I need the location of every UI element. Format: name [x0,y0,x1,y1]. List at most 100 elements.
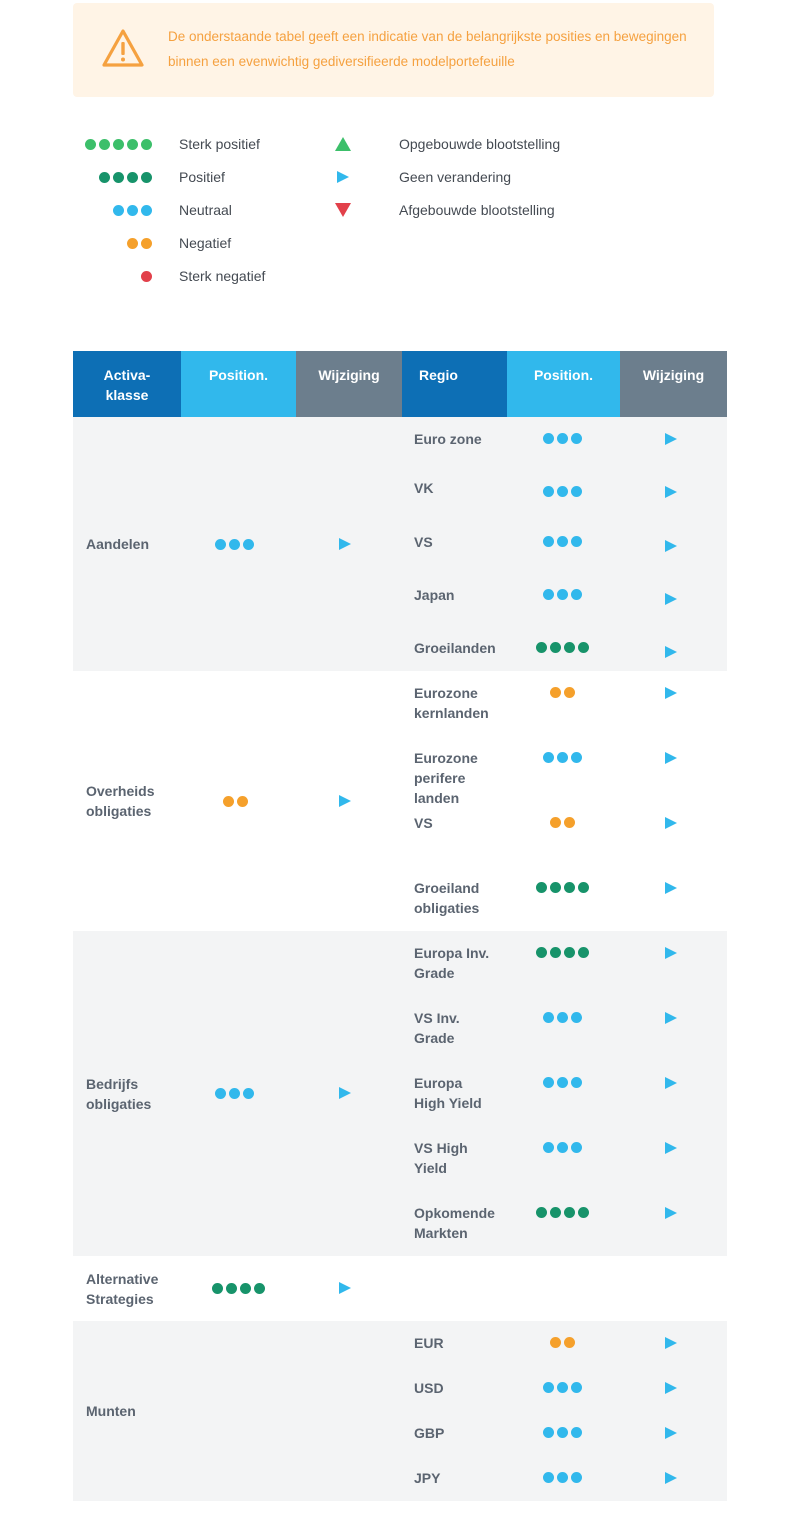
region-rating [543,536,605,547]
rating-dot [550,1207,561,1218]
asset-class-label: Overheids obligaties [86,783,155,819]
rating-dot [229,538,240,550]
region-rating [543,1472,605,1483]
group-band: Bedrijfs obligaties Europa Inv. Grade VS I… [73,931,727,1256]
rating-dot [557,1077,568,1088]
header-position-class: Position. [181,351,296,417]
region-rating [543,486,605,497]
region-label: Eurozone perifere landen [414,750,478,806]
triangle-up-icon [334,134,352,154]
rating-dot [564,882,575,893]
region-label: VS [414,534,433,550]
rating-dot [578,947,589,958]
rating-dot [550,687,561,698]
rating-dot [113,204,124,216]
legend-dots [113,200,152,220]
region-change-icon [665,1142,677,1154]
rating-dot [564,817,575,828]
legend: Sterk positief Positief Neutraal Negatief St… [0,130,800,300]
rating-dot [564,642,575,653]
legend-dots [141,266,152,286]
header-activaklasse: Activa- klasse [73,351,181,417]
rating-dot [557,752,568,763]
region-rating [536,882,598,893]
region-label: Opkomende Markten [414,1205,495,1241]
region-change-icon [665,593,677,605]
rating-dot [571,1012,582,1023]
rating-dot [557,1427,568,1438]
rating-dot [536,642,547,653]
rating-dot [229,1088,240,1099]
rating-dot [127,138,138,150]
rating-dot [557,1142,568,1153]
region-rating [543,1012,605,1023]
region-rating [550,687,612,698]
region-rating [543,752,605,763]
region-change-icon [665,752,677,764]
rating-dot [240,1283,251,1294]
legend-change-label: Geen verandering [399,169,512,185]
group-band: Munten EUR USD GBP JPY [73,1321,727,1501]
asset-class-change-icon [339,1282,351,1294]
region-change-icon [665,1472,677,1484]
region-change-icon [665,433,677,445]
rating-dot [557,1472,568,1483]
asset-class-rating [223,795,248,807]
region-label: VK [414,480,434,496]
region-change-icon [665,947,677,959]
asset-class-change-icon [339,1087,351,1099]
rating-dot [127,204,138,216]
rating-dot [543,1142,554,1153]
rating-dot [557,589,568,600]
rating-dot [578,882,589,893]
rating-dot [141,171,152,183]
region-change-icon [665,486,677,498]
header-regio: Regio [402,351,507,417]
region-change-icon [665,1337,677,1349]
group-band: Alternative Strategies [73,1256,727,1321]
rating-dot [237,795,248,807]
rating-dot [571,1382,582,1393]
rating-dot [536,1207,547,1218]
rating-dot [557,1012,568,1023]
rating-dot [578,1207,589,1218]
rating-dot [557,486,568,497]
region-rating [543,433,605,444]
region-change-icon [665,1207,677,1219]
header-label: Position. [533,367,594,383]
rating-dot [212,1283,223,1294]
asset-class-rating [212,1283,265,1294]
warning-triangle-icon [102,29,144,67]
rating-dot [536,882,547,893]
group-band: Overheids obligaties Eurozone kernlanden E… [73,671,727,931]
rating-dot [564,1337,575,1348]
asset-class-label: Alternative Strategies [86,1270,159,1307]
rating-dot [127,237,138,249]
rating-dot [571,536,582,547]
region-rating [543,1427,605,1438]
rating-dot [99,138,110,150]
region-label: Europa Inv. Grade [414,945,490,981]
rating-dot [543,752,554,763]
rating-dot [113,171,124,183]
rating-dot [564,1207,575,1218]
positions-table: Activa- klasse Position. Wijziging Regio… [73,351,727,1507]
triangle-up-icon-shape [335,137,351,151]
rating-dot [543,1077,554,1088]
rating-dot [557,536,568,547]
asset-class-label: Aandelen [86,536,150,552]
rating-dot [226,1283,237,1294]
rating-dot [543,1472,554,1483]
triangle-right-icon-shape [337,171,349,183]
group-band: Aandelen Euro zone VK VS Japan Groeilanden [73,417,727,671]
legend-change-label: Afgebouwde blootstelling [399,202,555,218]
region-label: Japan [414,587,455,603]
rating-dot [223,795,234,807]
rating-dot [243,538,254,550]
rating-dot [571,486,582,497]
legend-dots [99,167,152,187]
rating-dot [536,947,547,958]
region-change-icon [665,1427,677,1439]
header-label: Regio [419,367,458,383]
rating-dot [99,171,110,183]
